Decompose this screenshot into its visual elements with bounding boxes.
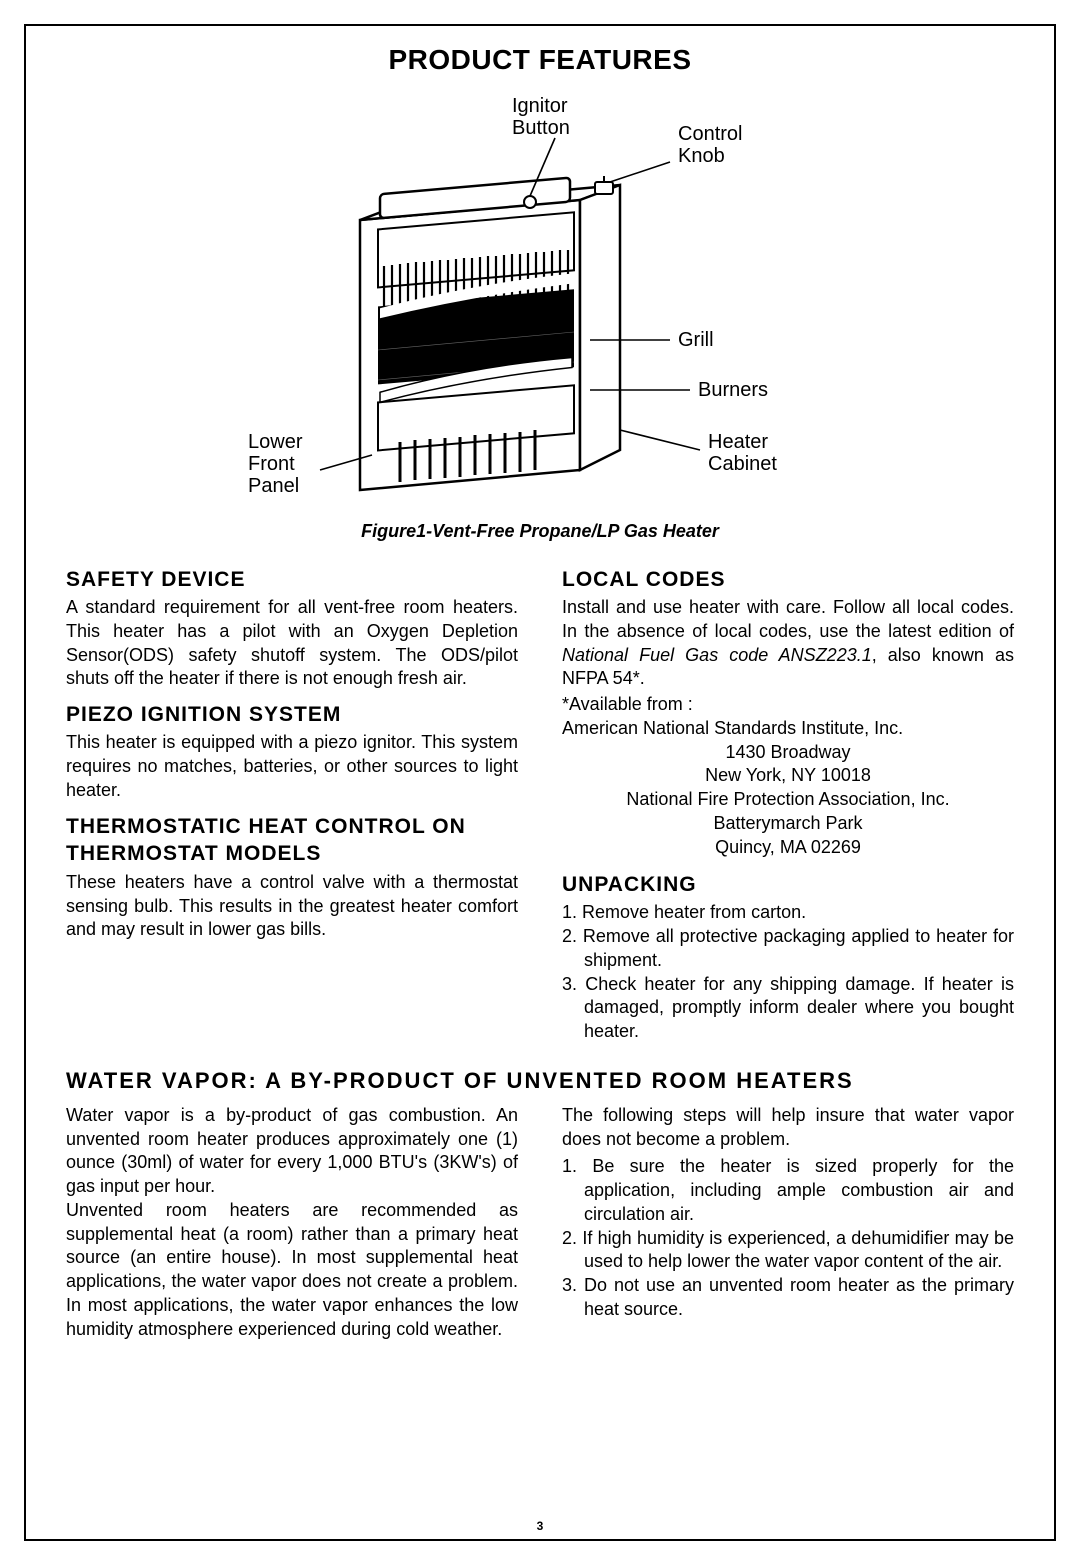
figure-caption: Figure1-Vent-Free Propane/LP Gas Heater (66, 521, 1014, 542)
svg-text:Burners: Burners (698, 379, 768, 401)
unpacking-heading: UNPACKING (562, 873, 1014, 897)
safety-heading: SAFETY DEVICE (66, 568, 518, 592)
svg-text:Heater: Heater (708, 431, 768, 453)
page-title: PRODUCT FEATURES (66, 44, 1014, 76)
local-text-a: Install and use heater with care. Follow… (562, 597, 1014, 641)
safety-paragraph: A standard requirement for all vent-free… (66, 596, 518, 691)
addr-line-1: American National Standards Institute, I… (562, 717, 1014, 741)
addr-line-4: National Fire Protection Association, In… (562, 788, 1014, 812)
vapor-step-2: 2. If high humidity is experienced, a de… (562, 1227, 1014, 1275)
unpack-item-3: 3. Check heater for any shipping damage.… (562, 973, 1014, 1044)
unpack-item-2: 2. Remove all protective packaging appli… (562, 925, 1014, 973)
two-column-region: SAFETY DEVICE A standard requirement for… (66, 564, 1014, 1044)
addr-line-2: 1430 Broadway (562, 741, 1014, 765)
available-from: *Available from : (562, 693, 1014, 717)
svg-text:Panel: Panel (248, 475, 299, 497)
local-codes-paragraph: Install and use heater with care. Follow… (562, 596, 1014, 691)
page-frame: PRODUCT FEATURES (24, 24, 1056, 1541)
water-vapor-heading: WATER VAPOR: A BY-PRODUCT OF UNVENTED RO… (66, 1068, 1014, 1094)
vapor-step-3: 3. Do not use an unvented room heater as… (562, 1274, 1014, 1322)
addr-line-5: Batterymarch Park (562, 812, 1014, 836)
figure-container: Ignitor Button Control Knob Grill Burner… (66, 90, 1014, 515)
left-column: SAFETY DEVICE A standard requirement for… (66, 564, 518, 1044)
local-codes-heading: LOCAL CODES (562, 568, 1014, 592)
piezo-paragraph: This heater is equipped with a piezo ign… (66, 731, 518, 802)
right-column: LOCAL CODES Install and use heater with … (562, 564, 1014, 1044)
svg-text:Ignitor: Ignitor (512, 95, 568, 117)
thermo-heading: THERMOSTATIC HEAT CONTROL ON THERMOSTAT … (66, 814, 518, 867)
vapor-step-1: 1. Be sure the heater is sized properly … (562, 1155, 1014, 1226)
page-number: 3 (26, 1519, 1054, 1533)
svg-text:Front: Front (248, 453, 295, 475)
vapor-right: The following steps will help insure tha… (562, 1104, 1014, 1354)
heater-diagram: Ignitor Button Control Knob Grill Burner… (200, 90, 880, 510)
svg-text:Control: Control (678, 123, 742, 145)
svg-text:Cabinet: Cabinet (708, 453, 777, 475)
svg-text:Lower: Lower (248, 431, 303, 453)
vapor-left: Water vapor is a by-product of gas combu… (66, 1104, 518, 1354)
vapor-right-intro: The following steps will help insure tha… (562, 1104, 1014, 1152)
local-text-ital: National Fuel Gas code ANSZ223.1 (562, 645, 872, 665)
thermo-paragraph: These heaters have a control valve with … (66, 871, 518, 942)
vapor-left-paragraph: Water vapor is a by-product of gas combu… (66, 1104, 518, 1342)
svg-text:Button: Button (512, 117, 570, 139)
unpack-item-1: 1. Remove heater from carton. (562, 901, 1014, 925)
addr-line-3: New York, NY 10018 (562, 764, 1014, 788)
piezo-heading: PIEZO IGNITION SYSTEM (66, 703, 518, 727)
addr-line-6: Quincy, MA 02269 (562, 836, 1014, 860)
vapor-columns: Water vapor is a by-product of gas combu… (66, 1104, 1014, 1354)
svg-text:Grill: Grill (678, 329, 714, 351)
svg-text:Knob: Knob (678, 145, 725, 167)
